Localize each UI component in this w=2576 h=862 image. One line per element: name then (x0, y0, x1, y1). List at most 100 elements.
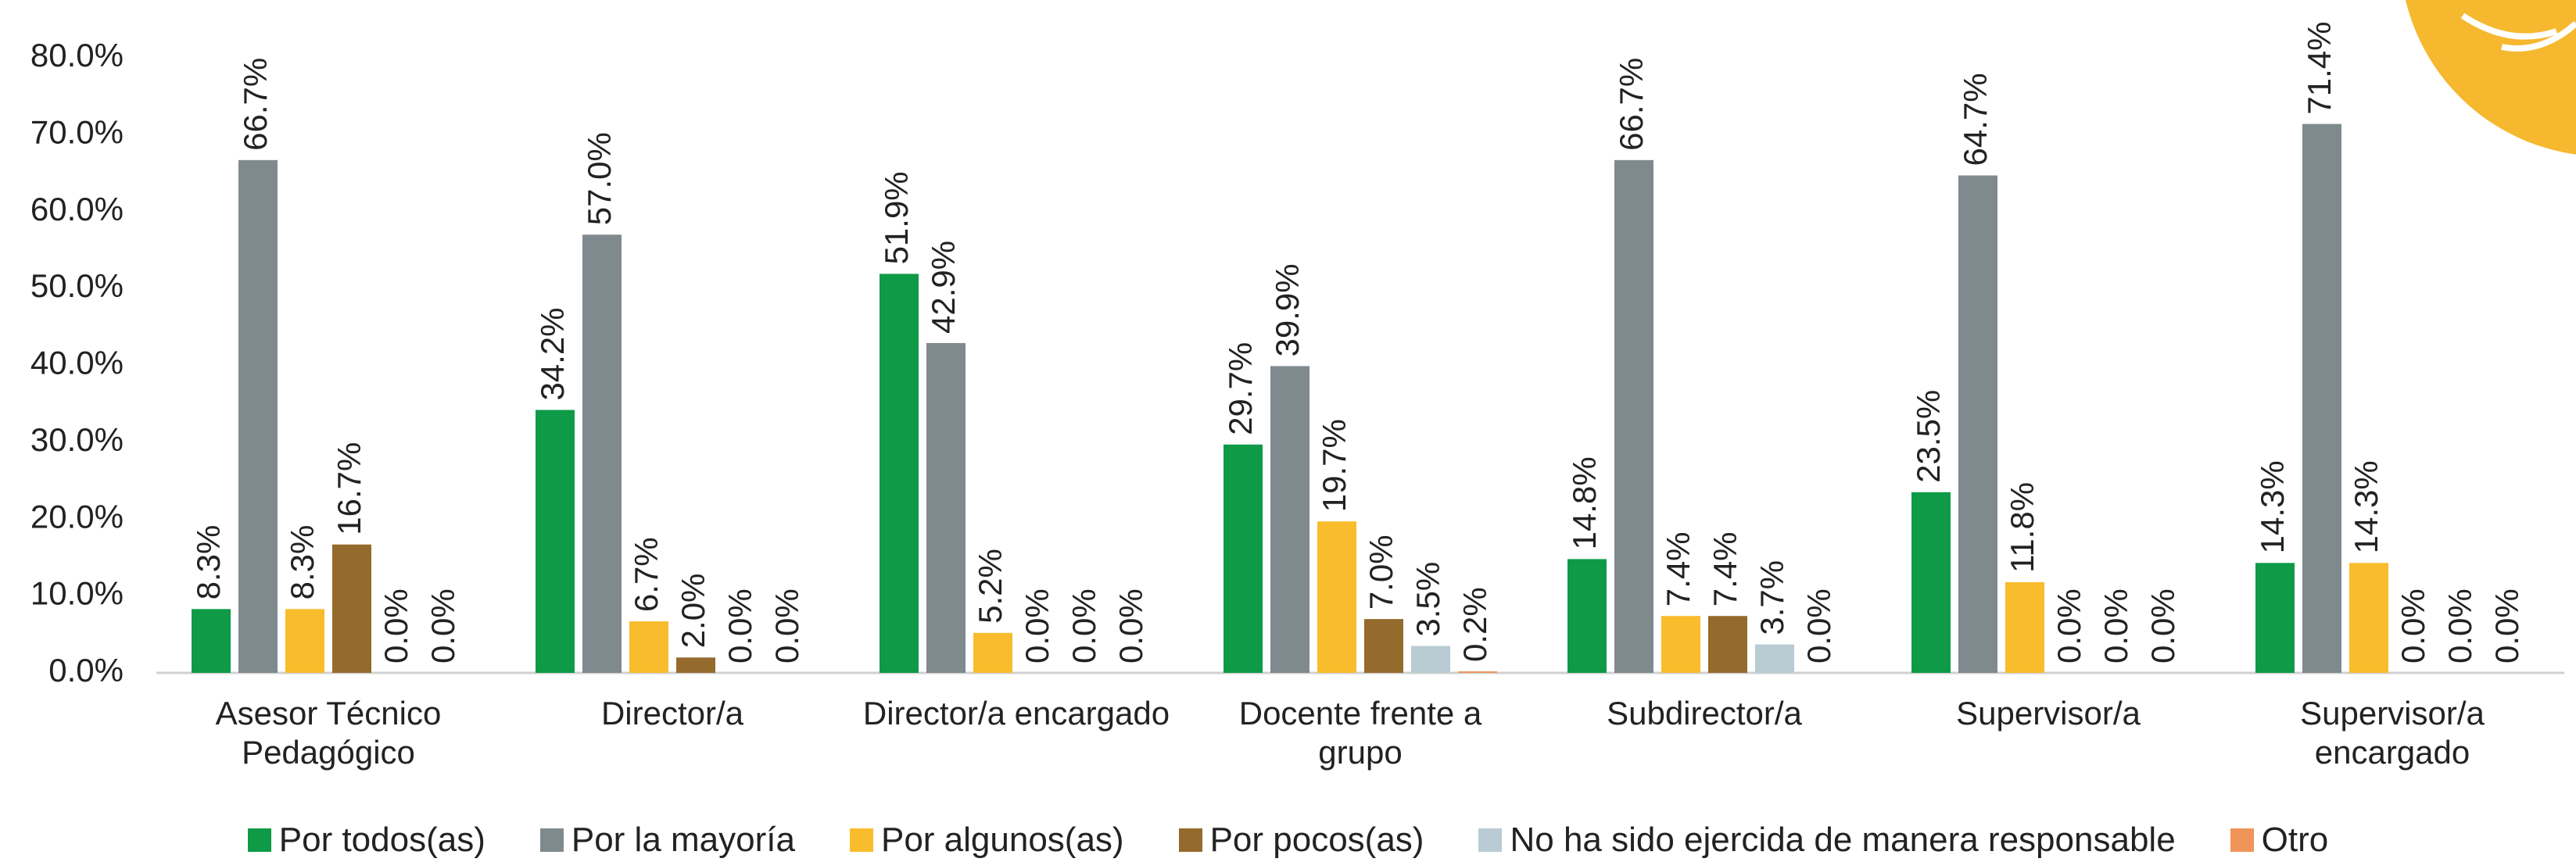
value-label: 8.3% (190, 525, 227, 600)
value-label: 0.0% (378, 588, 414, 663)
value-label: 39.9% (1269, 263, 1306, 356)
legend-label: Por pocos(as) (1209, 821, 1424, 859)
bar (1708, 616, 1747, 673)
value-label: 0.0% (1112, 588, 1149, 663)
bar (1661, 616, 1700, 673)
x-tick-label: Subdirector/a (1607, 695, 1802, 731)
legend-swatch (2230, 828, 2254, 852)
value-label: 0.0% (425, 588, 461, 663)
x-tick-label: Asesor Técnico Pedagógico (215, 695, 442, 771)
y-tick-label: 50.0% (30, 267, 124, 304)
legend-label: Por algunos(as) (880, 821, 1124, 859)
bar (1364, 619, 1403, 673)
bar (536, 410, 575, 673)
bar (1958, 175, 1997, 674)
bar (1224, 444, 1263, 673)
legend-swatch (1478, 828, 1503, 852)
value-label: 66.7% (237, 58, 274, 151)
value-label: 8.3% (284, 525, 321, 600)
value-label: 51.9% (878, 171, 915, 264)
y-tick-label: 60.0% (30, 191, 124, 227)
bar (238, 159, 278, 673)
value-label: 66.7% (1613, 58, 1650, 151)
value-label: 7.4% (1660, 531, 1696, 606)
value-label: 14.3% (2348, 460, 2384, 553)
bar (1458, 671, 1497, 673)
value-label: 6.7% (628, 537, 665, 612)
y-tick-label: 80.0% (30, 37, 124, 73)
value-label: 0.0% (1019, 588, 1055, 663)
bar (1317, 521, 1356, 673)
legend-swatch (539, 828, 564, 852)
bar (1614, 159, 1653, 673)
bar (2005, 581, 2044, 673)
y-tick-label: 70.0% (30, 113, 124, 150)
bar (2302, 123, 2341, 674)
value-label: 11.8% (2004, 482, 2040, 573)
value-label: 2.0% (675, 574, 711, 649)
value-label: 0.0% (769, 588, 805, 663)
legend-swatch (1178, 828, 1202, 852)
legend-label: Por la mayoría (571, 821, 795, 859)
y-tick-label: 0.0% (48, 652, 124, 689)
bar (2349, 563, 2388, 673)
x-tick-label: Director/a (600, 695, 744, 731)
legend-label: Por todos(as) (278, 821, 485, 859)
value-label: 0.0% (722, 588, 758, 663)
bar (1270, 366, 1309, 673)
value-label: 14.3% (2254, 460, 2291, 553)
value-label: 19.7% (1316, 419, 1352, 512)
legend-item: No ha sido ejercida de manera responsabl… (1478, 821, 2176, 860)
decoration (2406, 0, 2576, 155)
value-label: 0.2% (1456, 587, 1493, 662)
legend-item: Por algunos(as) (849, 821, 1124, 860)
value-label: 16.7% (331, 442, 367, 535)
x-tick-label: Supervisor/a encargado (2300, 695, 2485, 771)
value-label: 0.0% (2442, 588, 2478, 663)
x-tick-label: Supervisor/a (1956, 695, 2141, 731)
legend-label: Otro (2261, 821, 2329, 859)
legend-item: Por pocos(as) (1178, 821, 1424, 860)
y-tick-label: 30.0% (30, 421, 124, 458)
bar (285, 609, 324, 673)
bar (973, 632, 1012, 673)
legend-swatch (247, 828, 271, 852)
y-tick-label: 20.0% (30, 498, 124, 535)
bar (1411, 646, 1450, 673)
value-label: 3.7% (1754, 560, 1790, 635)
x-tick-label: Docente frente a grupo (1238, 695, 1482, 771)
decoration-lines (2460, 13, 2576, 52)
bar (1567, 559, 1607, 673)
bar (582, 234, 622, 673)
legend-swatch (849, 828, 873, 852)
y-tick-label: 40.0% (30, 345, 124, 381)
legend: Por todos(as) Por la mayoría Por algunos(a… (0, 821, 2576, 860)
value-label: 0.0% (2144, 588, 2181, 663)
y-tick-label: 10.0% (30, 575, 124, 612)
value-label: 0.0% (2395, 588, 2431, 663)
value-label: 23.5% (1910, 390, 1947, 483)
value-label: 0.0% (2488, 588, 2525, 663)
value-label: 34.2% (534, 307, 571, 400)
value-label: 0.0% (1066, 588, 1102, 663)
value-label: 57.0% (581, 132, 618, 225)
value-label: 3.5% (1410, 562, 1446, 637)
value-label: 5.2% (972, 549, 1009, 624)
legend-item: Por todos(as) (247, 821, 485, 860)
legend-label: No ha sido ejercida de manera responsabl… (1510, 821, 2176, 859)
bar (926, 342, 966, 673)
bar (1911, 492, 1951, 673)
legend-item: Otro (2230, 821, 2329, 860)
bar (332, 544, 371, 673)
bar (676, 657, 715, 673)
value-label: 29.7% (1222, 342, 1259, 435)
x-tick-label: Director/a encargado (862, 695, 1170, 731)
value-label: 42.9% (925, 241, 962, 334)
value-label: 64.7% (1957, 73, 1994, 166)
value-label: 0.0% (1800, 588, 1837, 663)
bar (2255, 563, 2295, 673)
value-label: 7.4% (1707, 531, 1743, 606)
bar (192, 609, 231, 673)
